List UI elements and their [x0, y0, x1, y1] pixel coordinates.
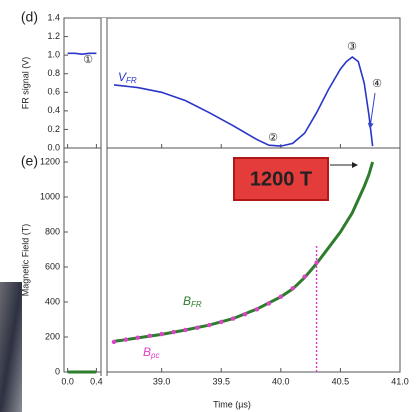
y-tick-label: 1.2	[47, 31, 60, 41]
label-main: B	[183, 294, 191, 308]
y-tick-label: 1200	[40, 156, 60, 166]
data-dot	[123, 337, 129, 342]
y-tick-label: 1.4	[47, 12, 60, 22]
y-tick-label: 0	[55, 366, 60, 376]
y-axis-label: FR signal (V)	[20, 57, 30, 110]
y-tick-label: 0.2	[47, 124, 60, 134]
label-main: V	[118, 70, 127, 84]
data-dot	[183, 327, 188, 333]
data-dot	[290, 286, 295, 291]
y-tick-label: 0.6	[47, 87, 60, 97]
data-dot	[159, 331, 164, 337]
callout-box	[233, 157, 329, 201]
label-sub: FR	[126, 76, 137, 85]
callout-text: 1200 T	[250, 168, 312, 190]
label-sub: pc	[150, 351, 159, 360]
panel-label: (e)	[21, 153, 38, 169]
y-tick-label: 200	[45, 331, 60, 341]
series-label: Bpc	[143, 345, 159, 360]
x-tick-label: 0.0	[61, 376, 74, 386]
x-tick-label: 40.0	[272, 376, 290, 386]
annotation: ①	[83, 54, 93, 66]
annotation: ④	[372, 78, 382, 90]
data-dot	[219, 319, 224, 325]
x-tick-label: 0.4	[90, 376, 103, 386]
data-dot	[195, 325, 200, 330]
label-sub: FR	[191, 300, 202, 309]
y-tick-label: 800	[45, 226, 60, 236]
axis-break	[101, 18, 107, 376]
annotation: ③	[347, 41, 357, 53]
y-axis-label: Magnetic Field (T)	[20, 224, 30, 297]
x-tick-label: 39.0	[153, 376, 171, 386]
data-dot	[207, 322, 212, 328]
data-dot	[278, 294, 284, 299]
data-dot	[135, 335, 140, 340]
y-tick-label: 400	[45, 296, 60, 306]
y-tick-label: 0.0	[47, 142, 60, 152]
plot-frame	[63, 17, 401, 373]
x-axis-label: Time (µs)	[213, 399, 251, 409]
data-dot	[254, 307, 260, 312]
y-tick-label: 600	[45, 261, 60, 271]
data-line	[67, 52, 97, 56]
y-tick-label: 1.0	[47, 50, 60, 60]
photo-strip	[0, 282, 22, 412]
y-tick-label: 1000	[40, 191, 60, 201]
label-main: B	[143, 345, 151, 359]
data-dot	[171, 329, 176, 335]
data-dot	[242, 312, 248, 317]
annotation: ②	[268, 132, 278, 144]
annotation-arrow	[367, 92, 376, 129]
x-tick-label: 40.5	[332, 376, 350, 386]
x-tick-label: 39.5	[212, 376, 230, 386]
data-dot	[230, 316, 236, 321]
panel-label: (d)	[21, 9, 38, 25]
data-dot	[111, 339, 117, 345]
data-dot	[147, 333, 152, 338]
x-tick-label: 41.0	[391, 376, 409, 386]
y-tick-label: 0.4	[47, 105, 60, 115]
data-dot	[302, 274, 307, 279]
series-label: VFR	[118, 70, 137, 85]
data-dot	[266, 301, 272, 306]
series-label: BFR	[183, 294, 202, 309]
y-tick-label: 0.8	[47, 68, 60, 78]
data-line	[113, 55, 374, 147]
